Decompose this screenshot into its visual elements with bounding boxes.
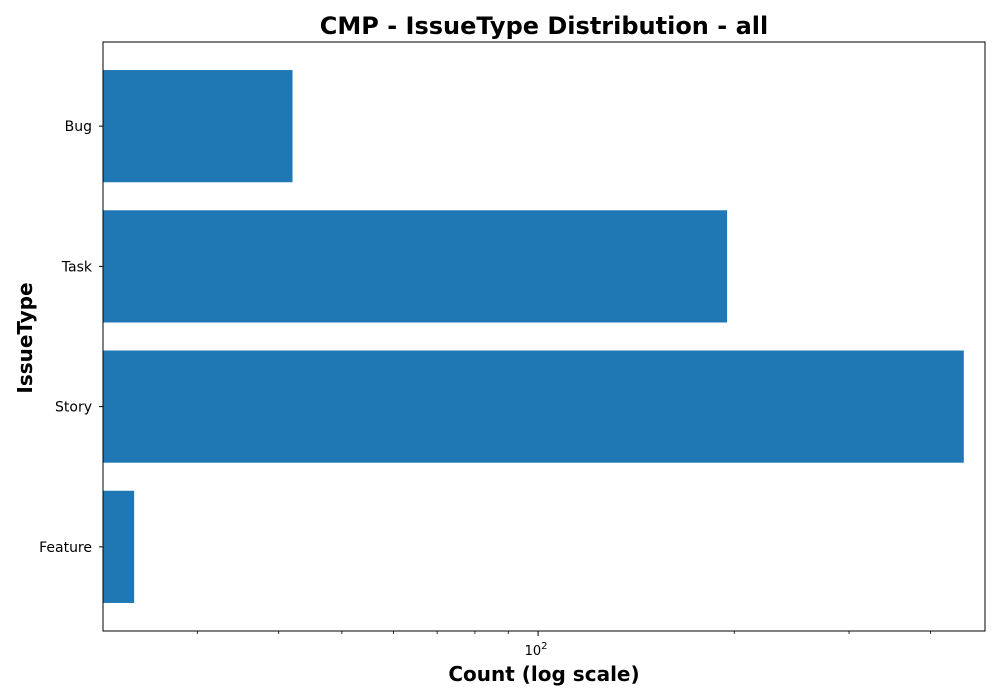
bar-bug [103, 70, 293, 183]
chart-title: CMP - IssueType Distribution - all [320, 12, 768, 40]
bar-feature [103, 490, 135, 603]
x-axis: 102 [196, 631, 931, 659]
y-axis: Bug Task Story Feature [39, 119, 103, 556]
y-tick-label-task: Task [61, 259, 93, 275]
bar-story [103, 350, 964, 463]
bars-layer [103, 70, 964, 603]
y-tick-label-story: Story [55, 400, 92, 416]
y-tick-label-bug: Bug [65, 119, 92, 135]
plot-frame [102, 41, 986, 632]
y-tick-label-feature: Feature [39, 540, 92, 556]
y-axis-label: IssueType [13, 282, 37, 393]
x-axis-label: Count (log scale) [448, 662, 639, 686]
x-tick-label: 102 [525, 641, 548, 659]
bar-task [103, 210, 728, 323]
